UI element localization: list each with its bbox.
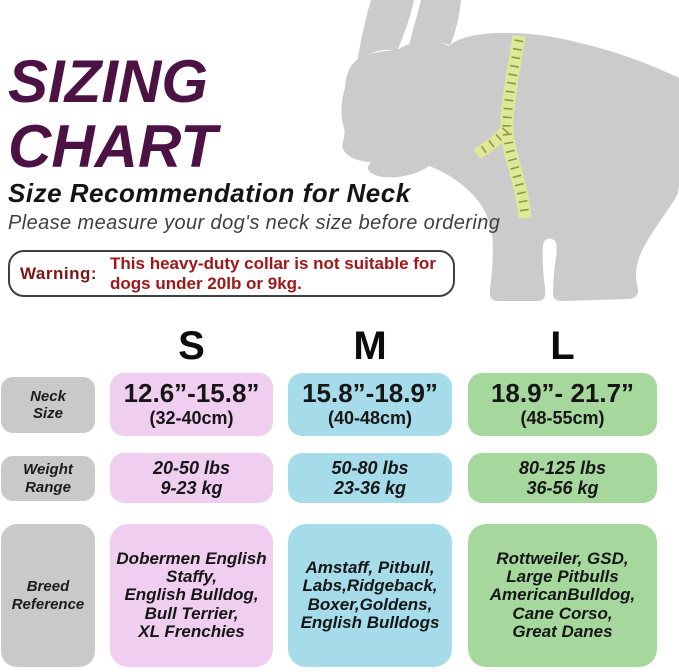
cell-breed-reference-l: Rottweiler, GSD, Large Pitbulls American… [468,524,657,667]
cell-neck-size-s: 12.6”-15.8” (32-40cm) [110,373,273,436]
cell-breed-reference-m: Amstaff, Pitbull, Labs,Ridgeback, Boxer,… [288,524,452,667]
cell-neck-size-l: 18.9”- 21.7” (48-55cm) [468,373,657,436]
row-label-neck-size: Neck Size [1,377,95,433]
measure-note: Please measure your dog's neck size befo… [8,212,501,234]
warning-box: Warning: This heavy-duty collar is not s… [8,250,455,297]
tape-ticks [502,39,530,216]
neck-size-s-cm: (32-40cm) [149,407,234,428]
subtitle: Size Recommendation for Neck [8,178,411,208]
cell-breed-reference-s: Dobermen English Staffy, English Bulldog… [110,524,273,667]
page-title-line-1: SIZING [8,48,209,115]
row-label-weight-range: Weight Range [1,456,95,501]
cell-weight-range-m: 50-80 lbs 23-36 kg [288,453,452,503]
warning-label: Warning: [20,263,98,283]
dog-ear-left [357,0,414,63]
size-header-s: S [178,324,205,368]
dog-ear-right [407,0,461,53]
neck-size-s-inches: 12.6”-15.8” [123,378,260,409]
neck-size-l-cm: (48-55cm) [520,407,605,428]
row-label-breed-reference: Breed Reference [1,524,95,667]
neck-size-m-inches: 15.8”-18.9” [302,378,438,409]
warning-text: This heavy-duty collar is not suitable f… [110,254,436,293]
neck-size-l-inches: 18.9”- 21.7” [490,378,635,409]
cell-weight-range-l: 80-125 lbs 36-56 kg [468,453,657,503]
size-header-l: L [550,324,575,368]
page-title-line-2: CHART [8,113,217,180]
page-title: SIZING CHART [8,49,217,179]
size-header-m: M [353,324,387,368]
cell-weight-range-s: 20-50 lbs 9-23 kg [110,453,273,503]
measuring-tape [473,34,532,219]
dog-illustration [341,0,679,301]
neck-size-m-cm: (40-48cm) [327,407,413,428]
cell-neck-size-m: 15.8”-18.9” (40-48cm) [288,373,452,436]
